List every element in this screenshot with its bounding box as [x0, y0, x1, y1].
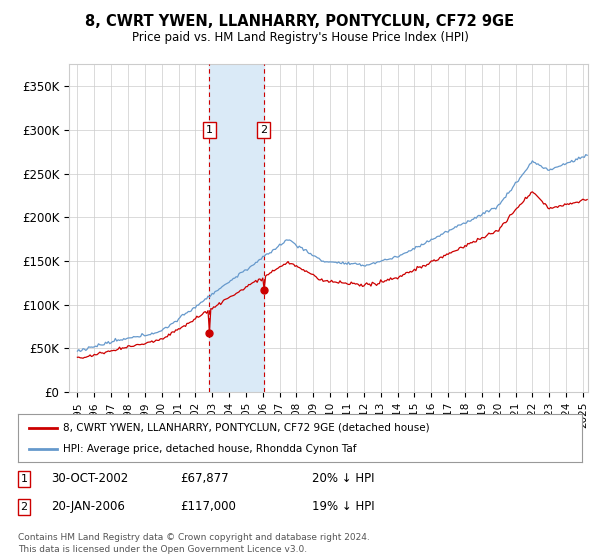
Text: 8, CWRT YWEN, LLANHARRY, PONTYCLUN, CF72 9GE (detached house): 8, CWRT YWEN, LLANHARRY, PONTYCLUN, CF72… — [63, 423, 430, 433]
Bar — [209, 64, 263, 392]
Text: 30-OCT-2002: 30-OCT-2002 — [51, 472, 128, 486]
Text: 2: 2 — [20, 502, 28, 512]
Text: Price paid vs. HM Land Registry's House Price Index (HPI): Price paid vs. HM Land Registry's House … — [131, 31, 469, 44]
Text: Contains HM Land Registry data © Crown copyright and database right 2024.: Contains HM Land Registry data © Crown c… — [18, 533, 370, 542]
Text: 8, CWRT YWEN, LLANHARRY, PONTYCLUN, CF72 9GE: 8, CWRT YWEN, LLANHARRY, PONTYCLUN, CF72… — [85, 14, 515, 29]
Text: 1: 1 — [20, 474, 28, 484]
Text: 20% ↓ HPI: 20% ↓ HPI — [312, 472, 374, 486]
Text: 20-JAN-2006: 20-JAN-2006 — [51, 500, 125, 514]
Text: 2: 2 — [260, 125, 267, 135]
Text: HPI: Average price, detached house, Rhondda Cynon Taf: HPI: Average price, detached house, Rhon… — [63, 444, 356, 454]
Text: 1: 1 — [206, 125, 213, 135]
Text: This data is licensed under the Open Government Licence v3.0.: This data is licensed under the Open Gov… — [18, 545, 307, 554]
Text: £117,000: £117,000 — [180, 500, 236, 514]
Text: £67,877: £67,877 — [180, 472, 229, 486]
Text: 19% ↓ HPI: 19% ↓ HPI — [312, 500, 374, 514]
